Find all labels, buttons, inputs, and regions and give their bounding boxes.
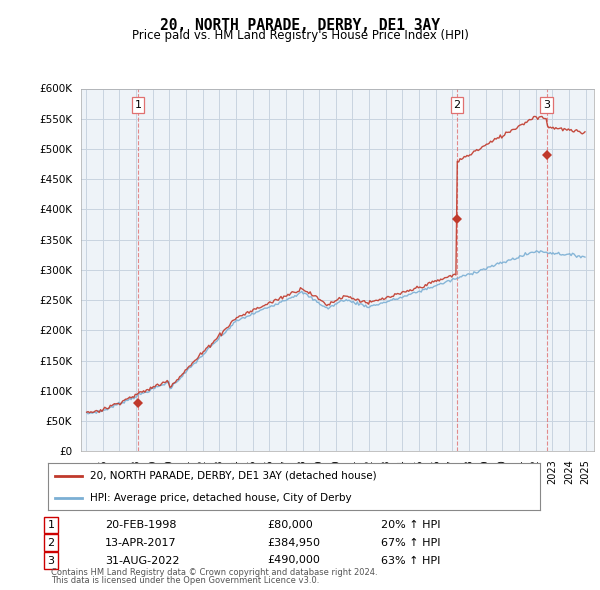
Text: Contains HM Land Registry data © Crown copyright and database right 2024.: Contains HM Land Registry data © Crown c…	[51, 568, 377, 577]
Text: £490,000: £490,000	[267, 556, 320, 565]
Text: 3: 3	[47, 556, 55, 565]
Text: 20% ↑ HPI: 20% ↑ HPI	[381, 520, 440, 530]
Text: 2: 2	[454, 100, 461, 110]
Text: 31-AUG-2022: 31-AUG-2022	[105, 556, 179, 565]
Text: 20, NORTH PARADE, DERBY, DE1 3AY: 20, NORTH PARADE, DERBY, DE1 3AY	[160, 18, 440, 32]
Text: 2: 2	[47, 538, 55, 548]
Text: HPI: Average price, detached house, City of Derby: HPI: Average price, detached house, City…	[90, 493, 352, 503]
Text: 63% ↑ HPI: 63% ↑ HPI	[381, 556, 440, 565]
Text: 1: 1	[47, 520, 55, 530]
Text: 67% ↑ HPI: 67% ↑ HPI	[381, 538, 440, 548]
Text: This data is licensed under the Open Government Licence v3.0.: This data is licensed under the Open Gov…	[51, 576, 319, 585]
Text: 20, NORTH PARADE, DERBY, DE1 3AY (detached house): 20, NORTH PARADE, DERBY, DE1 3AY (detach…	[90, 471, 376, 481]
Text: Price paid vs. HM Land Registry's House Price Index (HPI): Price paid vs. HM Land Registry's House …	[131, 30, 469, 42]
Text: 20-FEB-1998: 20-FEB-1998	[105, 520, 176, 530]
Text: 13-APR-2017: 13-APR-2017	[105, 538, 176, 548]
Text: £80,000: £80,000	[267, 520, 313, 530]
Text: £384,950: £384,950	[267, 538, 320, 548]
Text: 3: 3	[543, 100, 550, 110]
Text: 1: 1	[134, 100, 142, 110]
